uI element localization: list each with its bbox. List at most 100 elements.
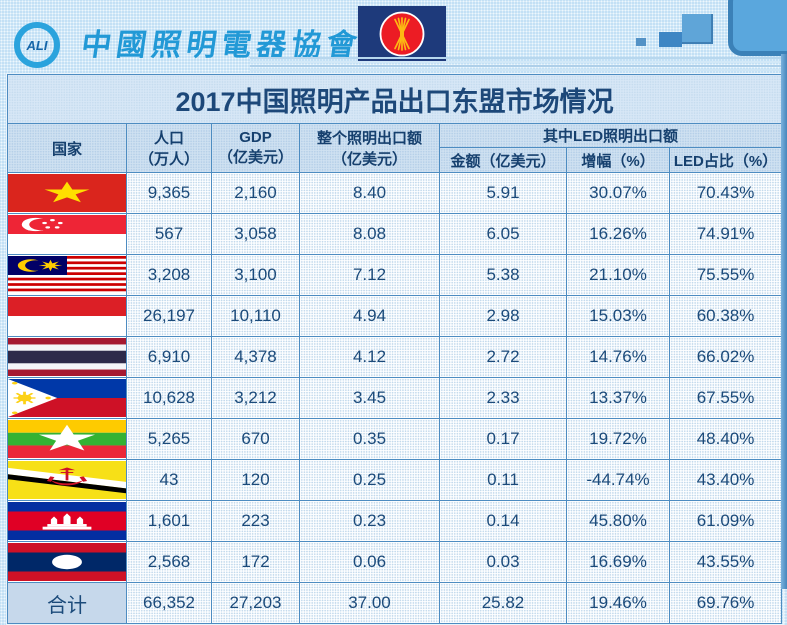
led-share-cell: 60.38% — [668, 295, 783, 337]
led-share-cell: 61.09% — [668, 500, 783, 542]
led-amount-cell: 0.14 — [439, 500, 567, 542]
flag-cambodia-icon — [7, 500, 127, 542]
page-right-edge — [781, 54, 787, 589]
flag-indonesia-icon — [7, 295, 127, 337]
table-row-thailand: 6,910 4,378 4.12 2.72 14.76% 66.02% — [7, 336, 783, 378]
lighting-export-cell: 0.23 — [299, 500, 440, 542]
header-country: 国家 — [7, 123, 127, 173]
table-row-cambodia: 1,601 223 0.23 0.14 45.80% 61.09% — [7, 500, 783, 542]
gdp-cell: 172 — [211, 541, 300, 583]
header-led-amount: 金额（亿美元） — [439, 147, 567, 173]
led-amount-cell: 5.38 — [439, 254, 567, 296]
population-cell: 3,208 — [126, 254, 212, 296]
population-cell: 1,601 — [126, 500, 212, 542]
led-amount-cell: 6.05 — [439, 213, 567, 255]
lighting-export-cell: 8.40 — [299, 172, 440, 214]
page-title: 2017中国照明产品出口东盟市场情况 — [6, 74, 783, 124]
led-growth-cell: 14.76% — [566, 336, 670, 378]
led-share-cell: 75.55% — [668, 254, 783, 296]
led-amount-cell: 2.72 — [439, 336, 567, 378]
decor-rounded-rect — [728, 0, 787, 56]
lighting-export-cell: 4.94 — [299, 295, 440, 337]
gdp-cell: 10,110 — [211, 295, 300, 337]
asean-flag-icon — [358, 6, 446, 62]
table-row-indonesia: 26,197 10,110 4.94 2.98 15.03% 60.38% — [7, 295, 783, 337]
led-growth-cell: 15.03% — [566, 295, 670, 337]
gdp-cell: 3,058 — [211, 213, 300, 255]
population-cell: 567 — [126, 213, 212, 255]
lighting-export-cell: 0.35 — [299, 418, 440, 460]
population-cell: 43 — [126, 459, 212, 501]
gdp-cell: 120 — [211, 459, 300, 501]
led-growth-cell: 13.37% — [566, 377, 670, 419]
header-led-growth: 增幅（%） — [566, 147, 670, 173]
flag-singapore-icon — [7, 213, 127, 255]
export-table: 2017中国照明产品出口东盟市场情况 国家 人口 （万人） GDP （亿美元） … — [6, 74, 783, 624]
flag-brunei-icon — [7, 459, 127, 501]
lighting-export-cell: 0.25 — [299, 459, 440, 501]
decor-streak — [250, 69, 787, 71]
flag-laos-icon — [7, 541, 127, 583]
led-amount-cell: 0.03 — [439, 541, 567, 583]
led-growth-cell: 16.26% — [566, 213, 670, 255]
top-banner: ALI 中國照明電器協會 — [0, 0, 787, 73]
header-led-share: LED占比（%） — [668, 147, 783, 173]
table-row-malaysia: 3,208 3,100 7.12 5.38 21.10% 75.55% — [7, 254, 783, 296]
table-row-vietnam: 9,365 2,160 8.40 5.91 30.07% 70.43% — [7, 172, 783, 214]
led-share-cell: 74.91% — [668, 213, 783, 255]
led-amount-cell: 5.91 — [439, 172, 567, 214]
led-share-cell: 48.40% — [668, 418, 783, 460]
population-cell: 26,197 — [126, 295, 212, 337]
table-row-myanmar: 5,265 670 0.35 0.17 19.72% 48.40% — [7, 418, 783, 460]
population-cell: 10,628 — [126, 377, 212, 419]
led-share-cell: 67.55% — [668, 377, 783, 419]
gdp-cell: 3,100 — [211, 254, 300, 296]
population-cell: 2,568 — [126, 541, 212, 583]
lighting-export-cell: 7.12 — [299, 254, 440, 296]
led-growth-cell: 16.69% — [566, 541, 670, 583]
decor-streak — [250, 61, 787, 63]
population-cell: 9,365 — [126, 172, 212, 214]
led-share-cell: 66.02% — [668, 336, 783, 378]
gdp-cell: 2,160 — [211, 172, 300, 214]
decor-square-medium — [659, 32, 682, 47]
cali-logo-text: ALI — [26, 37, 48, 53]
flag-vietnam-icon — [7, 172, 127, 214]
cali-logo-icon: ALI — [14, 22, 60, 68]
flag-myanmar-icon — [7, 418, 127, 460]
led-amount-cell: 2.98 — [439, 295, 567, 337]
led-growth-cell: 30.07% — [566, 172, 670, 214]
led-share-cell: 70.43% — [668, 172, 783, 214]
table-row-philippines: 10,628 3,212 3.45 2.33 13.37% 67.55% — [7, 377, 783, 419]
gdp-cell: 223 — [211, 500, 300, 542]
flag-malaysia-icon — [7, 254, 127, 296]
led-growth-cell: 19.72% — [566, 418, 670, 460]
lighting-export-cell: 0.06 — [299, 541, 440, 583]
table-row-brunei: 43 120 0.25 0.11 -44.74% 43.40% — [7, 459, 783, 501]
header-gdp: GDP （亿美元） — [211, 123, 300, 173]
gdp-cell: 670 — [211, 418, 300, 460]
gdp-cell: 4,378 — [211, 336, 300, 378]
decor-streak — [250, 65, 787, 67]
lighting-export-cell: 4.12 — [299, 336, 440, 378]
header-lighting-export: 整个照明出口额 （亿美元） — [299, 123, 440, 173]
led-growth-cell: -44.74% — [566, 459, 670, 501]
led-growth-cell: 21.10% — [566, 254, 670, 296]
gdp-cell: 3,212 — [211, 377, 300, 419]
flag-philippines-icon — [7, 377, 127, 419]
population-cell: 5,265 — [126, 418, 212, 460]
table-row-singapore: 567 3,058 8.08 6.05 16.26% 74.91% — [7, 213, 783, 255]
decor-square-large — [682, 14, 713, 44]
led-growth-cell: 45.80% — [566, 500, 670, 542]
led-amount-cell: 0.17 — [439, 418, 567, 460]
population-cell: 6,910 — [126, 336, 212, 378]
led-amount-cell: 0.11 — [439, 459, 567, 501]
header-led-group: 其中LED照明出口额 — [438, 123, 783, 148]
led-share-cell: 43.40% — [668, 459, 783, 501]
led-share-cell: 43.55% — [668, 541, 783, 583]
flag-thailand-icon — [7, 336, 127, 378]
decor-streak — [250, 57, 787, 59]
led-amount-cell: 2.33 — [439, 377, 567, 419]
decor-square-small — [636, 38, 646, 46]
export-table-container: 2017中国照明产品出口东盟市场情况 国家 人口 （万人） GDP （亿美元） … — [6, 73, 784, 625]
